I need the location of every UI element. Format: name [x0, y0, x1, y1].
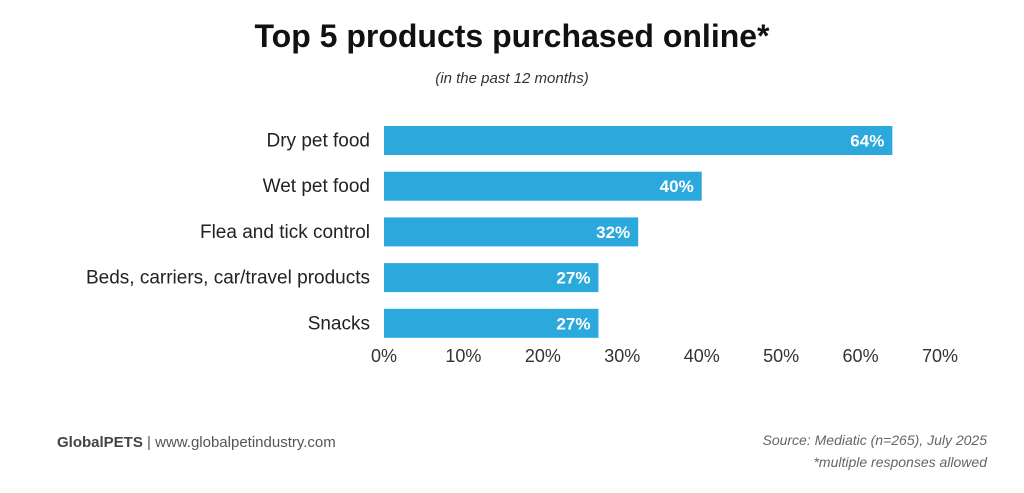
- data-label: 27%: [556, 269, 590, 288]
- x-tick-label: 20%: [525, 346, 561, 366]
- chart-title: Top 5 products purchased online*: [254, 18, 770, 54]
- source-text: Source: Mediatic (n=265), July 2025: [762, 432, 987, 448]
- x-tick-label: 10%: [445, 346, 481, 366]
- category-label: Dry pet food: [267, 131, 371, 152]
- x-tick-label: 40%: [684, 346, 720, 366]
- category-label: Beds, carriers, car/travel products: [86, 268, 370, 289]
- website-url: www.globalpetindustry.com: [155, 434, 336, 451]
- category-label: Snacks: [308, 313, 370, 334]
- bar: [384, 126, 893, 155]
- bar: [384, 171, 702, 201]
- footer-source: Source: Mediatic (n=265), July 2025 *mult…: [762, 429, 987, 473]
- note-text: *multiple responses allowed: [813, 454, 987, 470]
- bar: [384, 308, 599, 338]
- bar: [384, 263, 599, 293]
- x-tick-label: 60%: [843, 346, 879, 366]
- data-label: 27%: [556, 314, 590, 333]
- chart-subtitle: (in the past 12 months): [435, 70, 589, 87]
- x-tick-label: 0%: [371, 346, 397, 366]
- category-label: Flea and tick control: [200, 222, 370, 243]
- separator: |: [147, 434, 151, 451]
- x-tick-label: 50%: [763, 346, 799, 366]
- data-label: 40%: [660, 177, 694, 196]
- brand-name: GlobalPETS: [57, 434, 143, 451]
- x-tick-label: 70%: [922, 346, 958, 366]
- x-tick-label: 30%: [604, 346, 640, 366]
- data-label: 32%: [596, 223, 630, 242]
- bar: [384, 217, 639, 247]
- footer-brand: GlobalPETS | www.globalpetindustry.com: [57, 434, 336, 451]
- data-label: 64%: [850, 132, 884, 151]
- category-label: Wet pet food: [263, 176, 370, 197]
